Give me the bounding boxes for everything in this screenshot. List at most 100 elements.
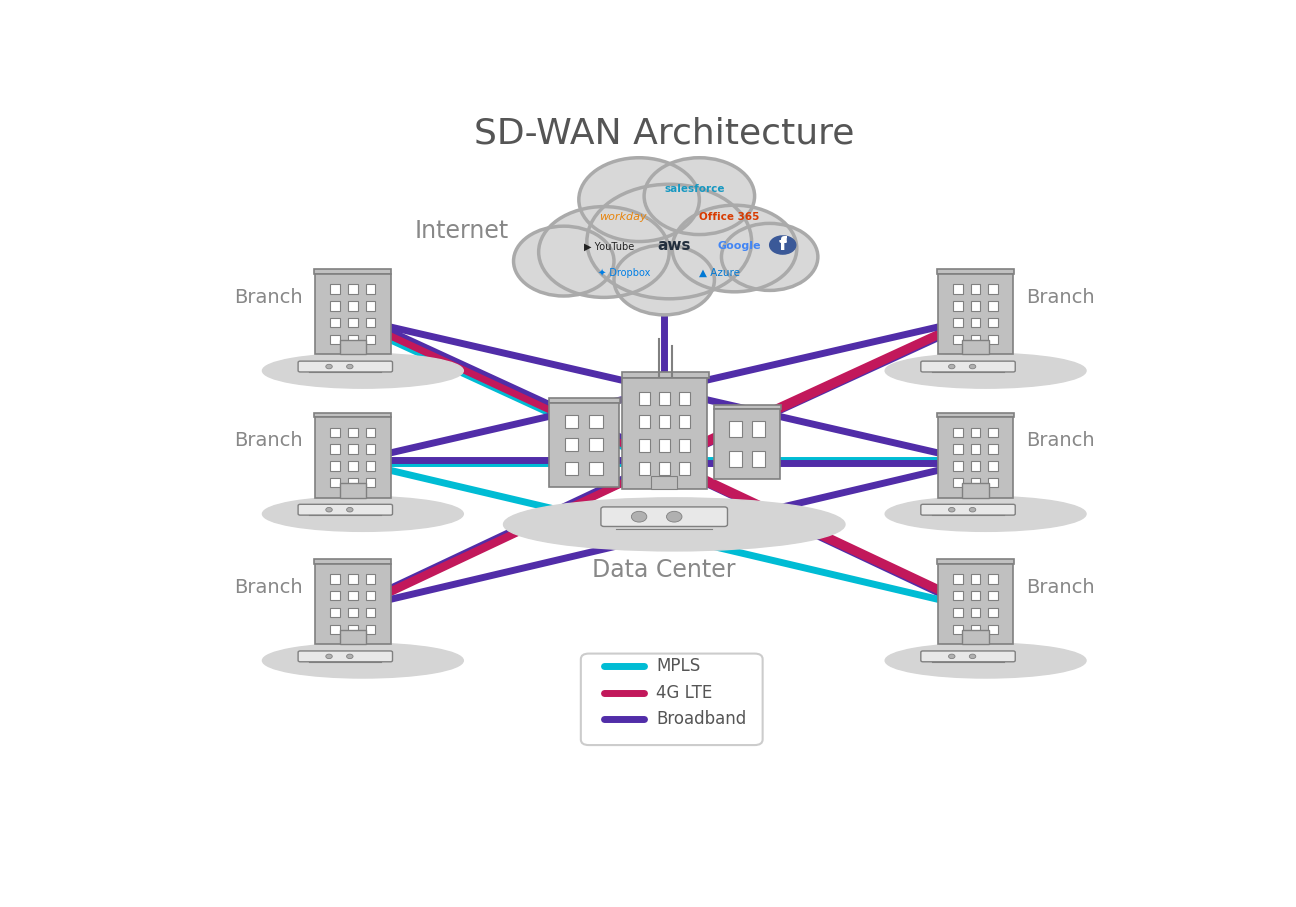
Text: ▶ YouTube: ▶ YouTube — [583, 242, 634, 252]
Circle shape — [969, 654, 976, 658]
Bar — [938, 564, 1013, 644]
Bar — [565, 438, 578, 451]
Bar — [658, 439, 670, 452]
Text: Branch: Branch — [235, 288, 302, 307]
Bar — [330, 318, 340, 327]
Bar — [658, 463, 670, 475]
Text: Branch: Branch — [235, 578, 302, 597]
Bar — [330, 444, 340, 454]
Text: Google: Google — [718, 240, 761, 250]
Bar — [658, 415, 670, 428]
Bar — [315, 269, 391, 274]
Bar — [953, 335, 963, 345]
Circle shape — [325, 654, 332, 658]
Bar — [953, 285, 963, 294]
Bar — [590, 462, 603, 474]
Bar — [330, 301, 340, 310]
Circle shape — [722, 223, 818, 290]
Text: Broadband: Broadband — [656, 710, 746, 728]
Bar — [971, 301, 980, 310]
Bar — [989, 478, 998, 487]
Bar — [971, 462, 980, 471]
Bar — [971, 591, 980, 600]
Bar — [315, 564, 390, 644]
Bar — [971, 318, 980, 327]
Circle shape — [346, 508, 353, 512]
Bar — [365, 444, 376, 454]
Bar — [330, 478, 340, 487]
Bar — [714, 405, 781, 409]
Bar — [953, 301, 963, 310]
Ellipse shape — [885, 496, 1086, 532]
Text: aws: aws — [657, 238, 691, 252]
Bar — [349, 574, 358, 583]
Ellipse shape — [885, 354, 1086, 388]
Bar — [963, 340, 989, 355]
Circle shape — [770, 236, 796, 254]
Text: ▲ Azure: ▲ Azure — [699, 268, 740, 278]
Bar — [349, 285, 358, 294]
Bar — [365, 625, 376, 634]
Bar — [963, 483, 989, 498]
Bar — [349, 427, 358, 437]
Circle shape — [614, 245, 714, 315]
Bar — [330, 574, 340, 583]
Bar — [315, 413, 391, 417]
Bar — [953, 591, 963, 600]
Bar — [565, 462, 578, 474]
Ellipse shape — [885, 643, 1086, 678]
Bar — [989, 462, 998, 471]
Bar — [730, 422, 741, 437]
Bar — [330, 285, 340, 294]
Bar — [622, 372, 709, 377]
Bar — [622, 377, 706, 490]
Bar — [989, 301, 998, 310]
Bar — [365, 591, 376, 600]
Bar — [971, 625, 980, 634]
Circle shape — [949, 654, 955, 658]
Bar — [315, 417, 390, 498]
Bar — [639, 392, 649, 405]
Bar — [330, 462, 340, 471]
Bar — [953, 608, 963, 618]
Bar — [315, 274, 390, 355]
Bar — [989, 285, 998, 294]
Bar — [365, 574, 376, 583]
Bar — [349, 478, 358, 487]
Bar — [989, 574, 998, 583]
Text: Branch: Branch — [235, 431, 302, 450]
Ellipse shape — [262, 496, 464, 532]
Bar — [679, 415, 689, 428]
Circle shape — [673, 205, 797, 292]
Bar — [365, 608, 376, 618]
Text: f: f — [779, 238, 787, 252]
Bar — [938, 417, 1013, 498]
Bar — [714, 409, 780, 479]
Bar — [365, 478, 376, 487]
Bar — [953, 444, 963, 454]
Bar — [658, 392, 670, 405]
Circle shape — [631, 512, 647, 522]
Text: Branch: Branch — [1026, 431, 1094, 450]
Bar — [937, 269, 1013, 274]
Bar — [365, 335, 376, 345]
Bar — [349, 462, 358, 471]
Circle shape — [325, 508, 332, 512]
Circle shape — [969, 365, 976, 369]
Bar — [349, 301, 358, 310]
FancyBboxPatch shape — [921, 651, 1015, 662]
Bar — [365, 285, 376, 294]
Bar — [971, 444, 980, 454]
Bar — [938, 274, 1013, 355]
Bar — [639, 463, 649, 475]
Circle shape — [949, 365, 955, 369]
Circle shape — [539, 207, 669, 297]
Bar — [548, 403, 619, 487]
Bar — [590, 414, 603, 428]
Bar — [953, 427, 963, 437]
Bar — [971, 574, 980, 583]
Text: 4G LTE: 4G LTE — [656, 684, 713, 702]
Bar — [349, 318, 358, 327]
Bar — [315, 560, 391, 564]
Text: Data Center: Data Center — [592, 558, 736, 581]
